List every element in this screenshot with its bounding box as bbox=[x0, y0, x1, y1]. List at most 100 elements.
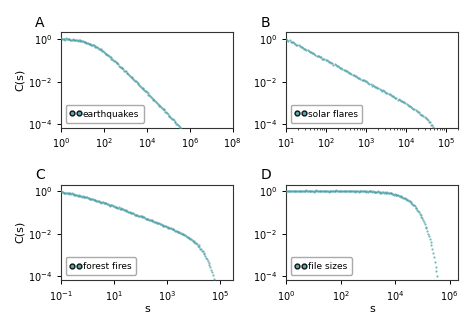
Point bbox=[179, 128, 187, 133]
Point bbox=[150, 219, 158, 224]
Legend: , solar flares: , solar flares bbox=[291, 105, 362, 123]
Point bbox=[298, 189, 306, 194]
Point bbox=[446, 128, 453, 133]
Point bbox=[420, 219, 428, 225]
Point bbox=[118, 65, 125, 70]
Point bbox=[90, 43, 98, 48]
Point bbox=[155, 102, 162, 107]
Point bbox=[167, 115, 175, 121]
Point bbox=[109, 203, 117, 209]
Point bbox=[376, 190, 383, 195]
Point bbox=[436, 280, 444, 286]
Point bbox=[353, 188, 361, 193]
Point bbox=[127, 74, 135, 79]
Point bbox=[214, 128, 222, 133]
Point bbox=[90, 197, 98, 202]
Point bbox=[73, 193, 81, 198]
Point bbox=[167, 225, 175, 231]
Point bbox=[310, 51, 317, 56]
Point bbox=[151, 219, 159, 225]
Point bbox=[131, 212, 138, 217]
Point bbox=[423, 116, 430, 121]
Point bbox=[154, 102, 162, 107]
Point bbox=[180, 232, 187, 237]
Point bbox=[89, 196, 97, 202]
Point bbox=[211, 279, 219, 285]
Point bbox=[406, 198, 413, 204]
Point bbox=[347, 71, 355, 76]
Point bbox=[419, 216, 426, 221]
Point bbox=[124, 209, 132, 215]
Point bbox=[124, 208, 131, 213]
Point bbox=[428, 247, 436, 252]
Point bbox=[174, 230, 182, 235]
Point bbox=[338, 189, 346, 194]
Point bbox=[408, 105, 416, 111]
Point bbox=[212, 280, 220, 286]
Point bbox=[402, 196, 410, 202]
Point bbox=[218, 128, 226, 133]
Point bbox=[330, 188, 337, 193]
Point bbox=[85, 41, 92, 46]
Point bbox=[114, 205, 122, 210]
Point bbox=[96, 199, 103, 204]
Point bbox=[160, 223, 167, 228]
Point bbox=[344, 69, 352, 74]
Point bbox=[216, 280, 223, 286]
Point bbox=[374, 86, 382, 91]
Point bbox=[115, 63, 123, 68]
Point bbox=[438, 128, 445, 133]
Point bbox=[201, 252, 208, 257]
Point bbox=[283, 37, 291, 42]
Point bbox=[194, 128, 202, 133]
Point bbox=[287, 189, 294, 194]
Point bbox=[168, 116, 176, 122]
Point bbox=[203, 128, 211, 133]
Point bbox=[196, 128, 203, 133]
Point bbox=[95, 199, 102, 204]
Point bbox=[62, 190, 70, 195]
Point bbox=[296, 189, 303, 194]
Point bbox=[126, 73, 134, 78]
Y-axis label: C(s): C(s) bbox=[15, 221, 25, 243]
Point bbox=[307, 189, 314, 194]
Point bbox=[100, 50, 108, 55]
Point bbox=[156, 221, 164, 227]
Point bbox=[88, 42, 96, 47]
Point bbox=[305, 49, 312, 54]
Point bbox=[144, 216, 151, 221]
Point bbox=[311, 189, 319, 194]
Point bbox=[439, 128, 447, 133]
Point bbox=[354, 189, 362, 194]
Point bbox=[328, 61, 336, 66]
Point bbox=[368, 83, 375, 88]
Point bbox=[196, 244, 203, 250]
Point bbox=[419, 217, 427, 223]
Point bbox=[393, 193, 401, 198]
Point bbox=[410, 107, 418, 112]
Point bbox=[343, 188, 350, 193]
Point bbox=[119, 66, 127, 72]
Point bbox=[313, 188, 321, 193]
Point bbox=[81, 39, 88, 44]
Point bbox=[304, 188, 312, 193]
Point bbox=[349, 189, 357, 194]
Legend: , forest fires: , forest fires bbox=[65, 257, 136, 275]
Point bbox=[335, 189, 343, 194]
Point bbox=[137, 84, 145, 89]
Point bbox=[220, 280, 228, 286]
Point bbox=[94, 45, 102, 51]
Point bbox=[444, 280, 452, 286]
Point bbox=[213, 128, 220, 133]
Point bbox=[299, 189, 307, 194]
Point bbox=[116, 206, 124, 211]
Point bbox=[355, 189, 363, 194]
Point bbox=[223, 280, 231, 286]
Point bbox=[311, 52, 319, 57]
Point bbox=[449, 128, 456, 133]
Point bbox=[422, 224, 429, 229]
Point bbox=[423, 229, 431, 234]
Point bbox=[297, 188, 304, 193]
Point bbox=[105, 53, 113, 59]
Point bbox=[424, 117, 432, 123]
